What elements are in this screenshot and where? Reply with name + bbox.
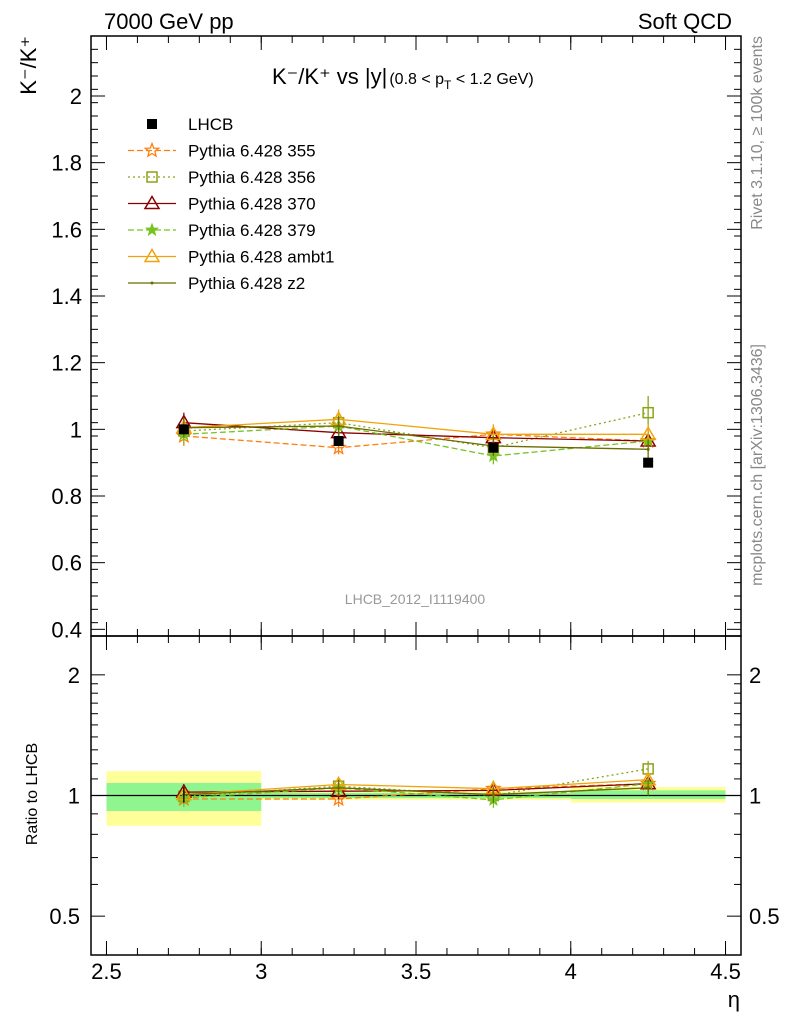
x-tick-label: 3.5 [401,959,432,984]
ratio-series-line [183,787,649,796]
legend-entry-p379: Pythia 6.428 379 [128,221,316,240]
series-line [183,433,649,449]
main-panel: 0.4 0.6 0.8 1 1.2 1.4 1.6 1.8 2 [51,35,742,642]
ratio-data-point [491,793,495,797]
ratio-y-tick-label-right: 2 [749,663,761,688]
y-tick-label: 1.2 [51,351,82,376]
y-tick-label: 1.4 [51,284,82,309]
y-tick-label: 1 [70,417,82,442]
legend-label: Pythia 6.428 z2 [188,274,305,293]
data-point [337,424,341,428]
series-line [183,425,649,450]
analysis-watermark: LHCB_2012_I1119400 [345,591,486,607]
series-line [183,412,649,449]
x-tick-label: 2.5 [91,959,122,984]
legend-marker [144,222,160,237]
rivet-version-label: Rivet 3.1.10, ≥ 100k events [749,36,766,230]
legend: LHCB Pythia 6.428 355 Pythia 6.428 356 Pyth… [128,115,334,293]
legend-label: Pythia 6.428 ambt1 [188,248,334,267]
ratio-y-tick-label: 0.5 [49,904,80,929]
y-tick-label: 0.4 [51,617,82,642]
ratio-y-tick-label: 2 [68,663,80,688]
plot-title-sub-end: < 1.2 GeV) [451,71,533,88]
y-tick-label: 0.8 [51,484,82,509]
series-p370 [175,412,657,451]
legend-entry-p370: Pythia 6.428 370 [128,195,316,214]
legend-label: Pythia 6.428 356 [188,168,316,187]
x-tick-label: 3 [255,959,267,984]
legend-label: LHCB [188,115,233,134]
plot-title-main: K⁻/K⁺ vs |y| [272,64,387,89]
legend-entry-p356: Pythia 6.428 356 [128,168,316,187]
legend-marker [143,248,161,263]
ratio-series-line [183,779,649,796]
legend-marker [150,281,154,285]
ratio-panel: 0.5 0.5 1 1 2 2 2.5 3 3.5 4 4.5 [49,36,780,984]
source-label: mcplots.cern.ch [arXiv:1306.3436] [749,344,766,586]
ratio-data-point [646,786,650,790]
data-point [333,436,344,446]
data-point [178,424,189,435]
legend-marker [143,195,161,210]
plot-title-sub: (0.8 < p [389,71,444,88]
legend-entry-pz2: Pythia 6.428 z2 [128,274,305,293]
legend-marker [147,119,157,129]
x-tick-label: 4.5 [710,959,741,984]
ratio-y-tick-label-right: 0.5 [749,904,780,929]
y-tick-label: 0.6 [51,551,82,576]
legend-entry-LHCB: LHCB [147,115,233,134]
legend-entry-p355: Pythia 6.428 355 [128,142,316,161]
legend-marker [143,141,161,158]
ratio-y-tick-label-right: 1 [749,784,761,809]
plot-title: K⁻/K⁺ vs |y| (0.8 < pT < 1.2 GeV) [272,64,534,92]
x-tick-label: 4 [565,959,577,984]
legend-label: Pythia 6.428 355 [188,142,316,161]
y-tick-label: 1.8 [51,151,82,176]
ratio-data-point [337,786,341,790]
y-axis-label: K⁻/K⁺ [16,36,41,95]
process-label: Soft QCD [638,9,732,34]
series-line [183,422,649,442]
plot-title-sub-index: T [444,78,452,92]
legend-entry-pambt1: Pythia 6.428 ambt1 [128,248,334,267]
y-tick-label: 1.6 [51,217,82,242]
data-point [643,457,654,468]
legend-label: Pythia 6.428 379 [188,221,316,240]
ratio-y-axis-label: Ratio to LHCB [24,743,41,845]
data-point [646,447,650,451]
series-LHCB [178,424,654,468]
y-tick-label: 2 [70,84,82,109]
legend-marker [146,171,158,183]
ratio-series-line [183,783,649,800]
data-point [488,442,499,453]
x-axis-label: η [728,987,740,1012]
ratio-y-tick-label: 1 [68,784,80,809]
data-point [642,406,654,419]
series-line [183,418,649,435]
series-line [183,425,649,457]
energy-label: 7000 GeV pp [104,9,234,34]
legend-label: Pythia 6.428 370 [188,195,316,214]
